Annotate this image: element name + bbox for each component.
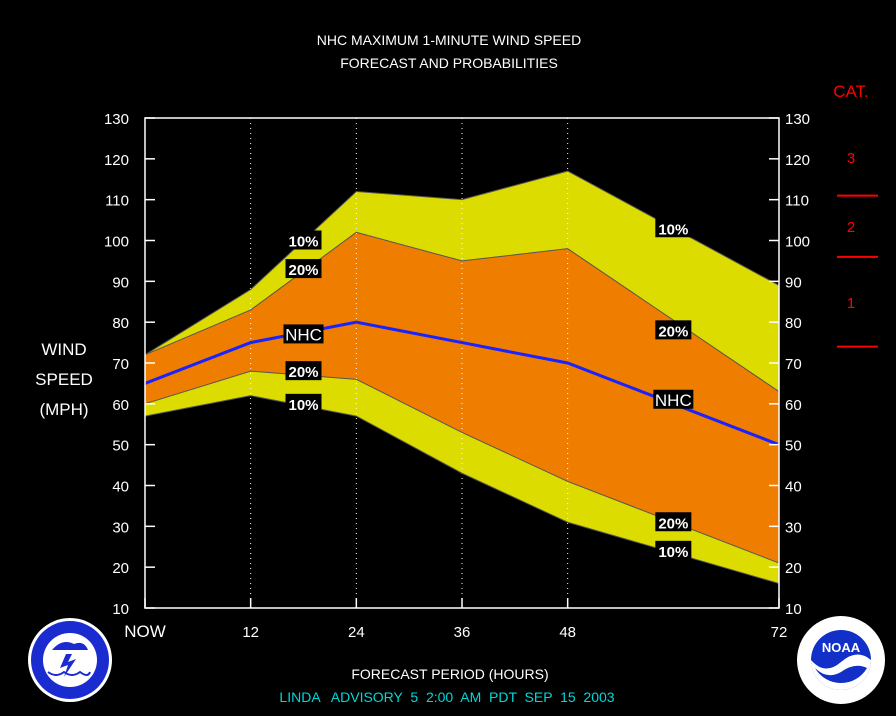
y-tick-label-right: 70 <box>785 356 802 373</box>
y-tick-label-left: 10 <box>112 601 129 618</box>
band-label: 10% <box>288 397 318 414</box>
y-tick-label-right: 90 <box>785 274 802 291</box>
y-tick-label-right: 10 <box>785 601 802 618</box>
x-tick-label: 48 <box>559 624 576 641</box>
band-edge-10pct-lower <box>144 395 780 584</box>
y-tick-label-left: 60 <box>112 397 129 414</box>
band-label-bg <box>655 540 692 560</box>
y-tick-label-right: 110 <box>785 193 809 210</box>
x-tick-label: 12 <box>242 624 259 641</box>
band-label: 20% <box>658 515 688 532</box>
band-label: 10% <box>658 221 688 238</box>
chart-title-line2: FORECAST AND PROBABILITIES <box>340 55 558 71</box>
band-label: 20% <box>288 364 318 381</box>
y-tick-label-right: 130 <box>785 111 810 128</box>
y-tick-label-left: 20 <box>112 560 129 577</box>
y-tick-label-right: 50 <box>785 438 802 455</box>
category-label: 1 <box>847 295 855 312</box>
forecast-lines <box>144 170 780 584</box>
noaa-logo-text: NOAA <box>822 640 861 655</box>
y-tick-label-left: 30 <box>112 519 129 536</box>
chart-title-line1: NHC MAXIMUM 1-MINUTE WIND SPEED <box>317 32 581 48</box>
y-tick-label-left: 50 <box>112 438 129 455</box>
band-label-bg <box>285 393 322 413</box>
band-labels: 10% 20% NHC 20% 10% 10% 20% NHC 20% 10% <box>283 218 694 561</box>
band-label-bg <box>655 218 692 238</box>
band-label-bg <box>655 320 692 340</box>
band-label: 20% <box>658 323 688 340</box>
y-tick-label-left: 130 <box>104 111 129 128</box>
y-tick-label-right: 40 <box>785 479 802 496</box>
band-label-bg <box>285 259 322 279</box>
band-label: NHC <box>655 391 692 410</box>
band-edge-10pct-upper <box>144 170 780 356</box>
band-label: 20% <box>288 262 318 279</box>
y-tick-label-left: 90 <box>112 274 129 291</box>
advisory-text: LINDA ADVISORY 5 2:00 AM PDT SEP 15 2003 <box>279 689 614 705</box>
y-axis-label-line3: (MPH) <box>39 400 88 419</box>
y-tick-label-left: 120 <box>104 152 129 169</box>
band-edge-20pct-lower <box>144 370 780 564</box>
category-scale: 3 2 1 <box>837 150 878 348</box>
band-label-bg <box>653 389 694 409</box>
y-tick-label-left: 110 <box>105 193 129 210</box>
band-label-bg <box>283 324 324 344</box>
band-label: 10% <box>288 234 318 251</box>
y-tick-label-right: 60 <box>785 397 802 414</box>
y-axis-label-line2: SPEED <box>35 370 93 389</box>
axis-ticks: 10 10 20 20 30 30 40 40 50 50 60 60 70 70 80 80 90 90 100 1… <box>104 111 810 641</box>
band-label: 10% <box>658 544 688 561</box>
nws-logo <box>28 618 112 702</box>
y-tick-label-left: 100 <box>104 234 129 251</box>
nhc-forecast-line <box>144 320 780 447</box>
band-label: NHC <box>285 325 322 344</box>
category-label: 2 <box>847 219 855 236</box>
y-tick-label-right: 120 <box>785 152 810 169</box>
band-edge-20pct-upper <box>144 231 780 392</box>
x-tick-label: 36 <box>454 624 471 641</box>
noaa-logo: NOAA <box>797 616 885 704</box>
y-tick-label-right: 20 <box>785 560 802 577</box>
x-axis-label: FORECAST PERIOD (HOURS) <box>351 666 548 682</box>
y-tick-label-left: 80 <box>112 315 129 332</box>
y-tick-label-right: 100 <box>785 234 810 251</box>
x-tick-label: NOW <box>124 622 166 641</box>
category-label: 3 <box>847 150 855 167</box>
y-tick-label-right: 80 <box>785 315 802 332</box>
y-tick-label-left: 70 <box>112 356 129 373</box>
x-tick-label: 72 <box>771 624 788 641</box>
band-label-bg <box>655 512 692 532</box>
band-label-bg <box>285 230 322 250</box>
band-20pct <box>145 232 779 564</box>
category-header: CAT. <box>833 82 869 101</box>
band-label-bg <box>285 361 322 381</box>
y-tick-label-left: 40 <box>112 479 129 496</box>
y-axis-label-line1: WIND <box>41 340 86 359</box>
y-tick-label-right: 30 <box>785 519 802 536</box>
x-tick-label: 24 <box>348 624 365 641</box>
